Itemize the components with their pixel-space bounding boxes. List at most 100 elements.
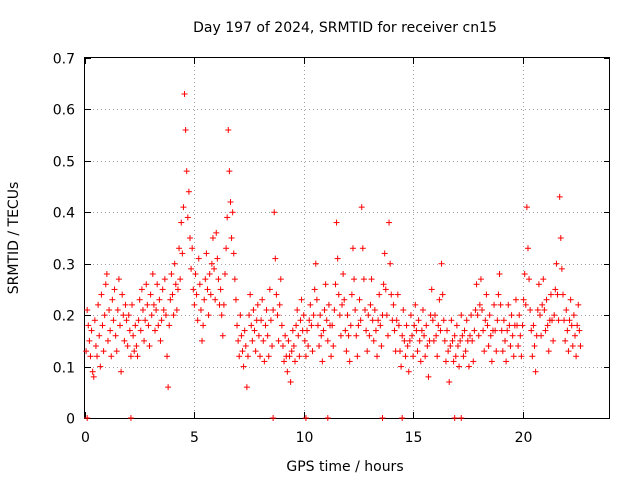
data-point (477, 276, 484, 283)
data-point (171, 260, 178, 267)
x-tick-label: 20 (515, 430, 533, 446)
data-point (278, 322, 285, 329)
data-point (95, 301, 102, 308)
data-point (537, 312, 543, 319)
data-point (164, 353, 171, 360)
data-point (413, 327, 420, 334)
data-point (202, 276, 209, 283)
data-point (127, 415, 134, 421)
data-point (188, 265, 195, 272)
data-point (357, 317, 364, 324)
data-point (133, 343, 140, 349)
data-point (541, 307, 548, 313)
data-point (266, 286, 273, 293)
data-point (179, 250, 186, 257)
data-point (515, 343, 522, 349)
data-point (395, 322, 402, 329)
data-point (550, 337, 557, 344)
data-point (214, 255, 221, 262)
data-point (223, 245, 230, 252)
data-point (219, 332, 226, 339)
data-point (209, 235, 216, 241)
data-point (495, 291, 502, 298)
data-point (383, 312, 390, 319)
data-point (84, 307, 91, 313)
data-point (360, 276, 367, 283)
data-point (518, 353, 525, 360)
data-point (134, 353, 141, 360)
data-point (146, 343, 153, 349)
data-point (123, 317, 130, 324)
data-point (380, 281, 387, 288)
data-point (191, 301, 198, 308)
data-point (234, 322, 241, 329)
data-point (399, 415, 406, 421)
data-point (255, 332, 262, 339)
data-point (279, 343, 286, 349)
data-point (285, 337, 292, 344)
data-point (155, 322, 162, 329)
y-tick-label: 0.1 (53, 361, 75, 377)
data-point (180, 204, 187, 211)
data-point (480, 327, 487, 334)
data-point (309, 348, 316, 355)
data-point (544, 322, 551, 329)
data-point (211, 265, 218, 272)
data-point (535, 281, 542, 288)
data-point (473, 281, 480, 288)
data-point (213, 229, 220, 236)
data-point (112, 332, 119, 339)
data-point (90, 373, 97, 380)
data-point (318, 332, 325, 339)
data-point (141, 337, 148, 344)
data-point (564, 327, 571, 334)
data-point (372, 327, 379, 334)
data-point (461, 327, 468, 334)
data-point (527, 307, 534, 313)
data-point (496, 271, 503, 277)
data-point (502, 337, 508, 344)
data-point (196, 281, 203, 288)
data-point (244, 353, 251, 360)
data-point (526, 276, 533, 283)
data-point (576, 327, 583, 334)
data-point (312, 260, 319, 267)
data-point (334, 255, 341, 262)
data-point (235, 337, 242, 344)
data-point (521, 271, 528, 277)
data-point (530, 322, 537, 329)
data-point (339, 301, 346, 308)
data-point (200, 322, 207, 329)
data-point (287, 379, 294, 385)
data-point (248, 322, 255, 329)
data-point (358, 204, 365, 211)
data-point (265, 353, 272, 360)
data-point (497, 301, 504, 308)
data-point (419, 307, 426, 313)
data-point (387, 260, 394, 267)
data-point (559, 291, 566, 298)
data-point (137, 327, 144, 334)
data-point (218, 312, 225, 319)
data-point (517, 332, 524, 339)
data-point (437, 327, 444, 334)
data-point (505, 301, 512, 308)
data-point (423, 322, 430, 329)
data-point (276, 301, 283, 308)
data-point (508, 312, 515, 319)
data-point (451, 415, 458, 421)
data-point (365, 312, 372, 319)
data-point (145, 322, 152, 329)
data-point (144, 301, 151, 308)
data-point (341, 296, 348, 303)
data-point (349, 245, 356, 252)
data-point (540, 276, 547, 283)
data-point (187, 235, 193, 241)
data-point (424, 343, 431, 349)
data-point (167, 296, 174, 303)
y-tick-label: 0.4 (53, 206, 75, 222)
data-point (225, 127, 232, 133)
data-point (493, 348, 500, 355)
data-point (509, 332, 516, 339)
